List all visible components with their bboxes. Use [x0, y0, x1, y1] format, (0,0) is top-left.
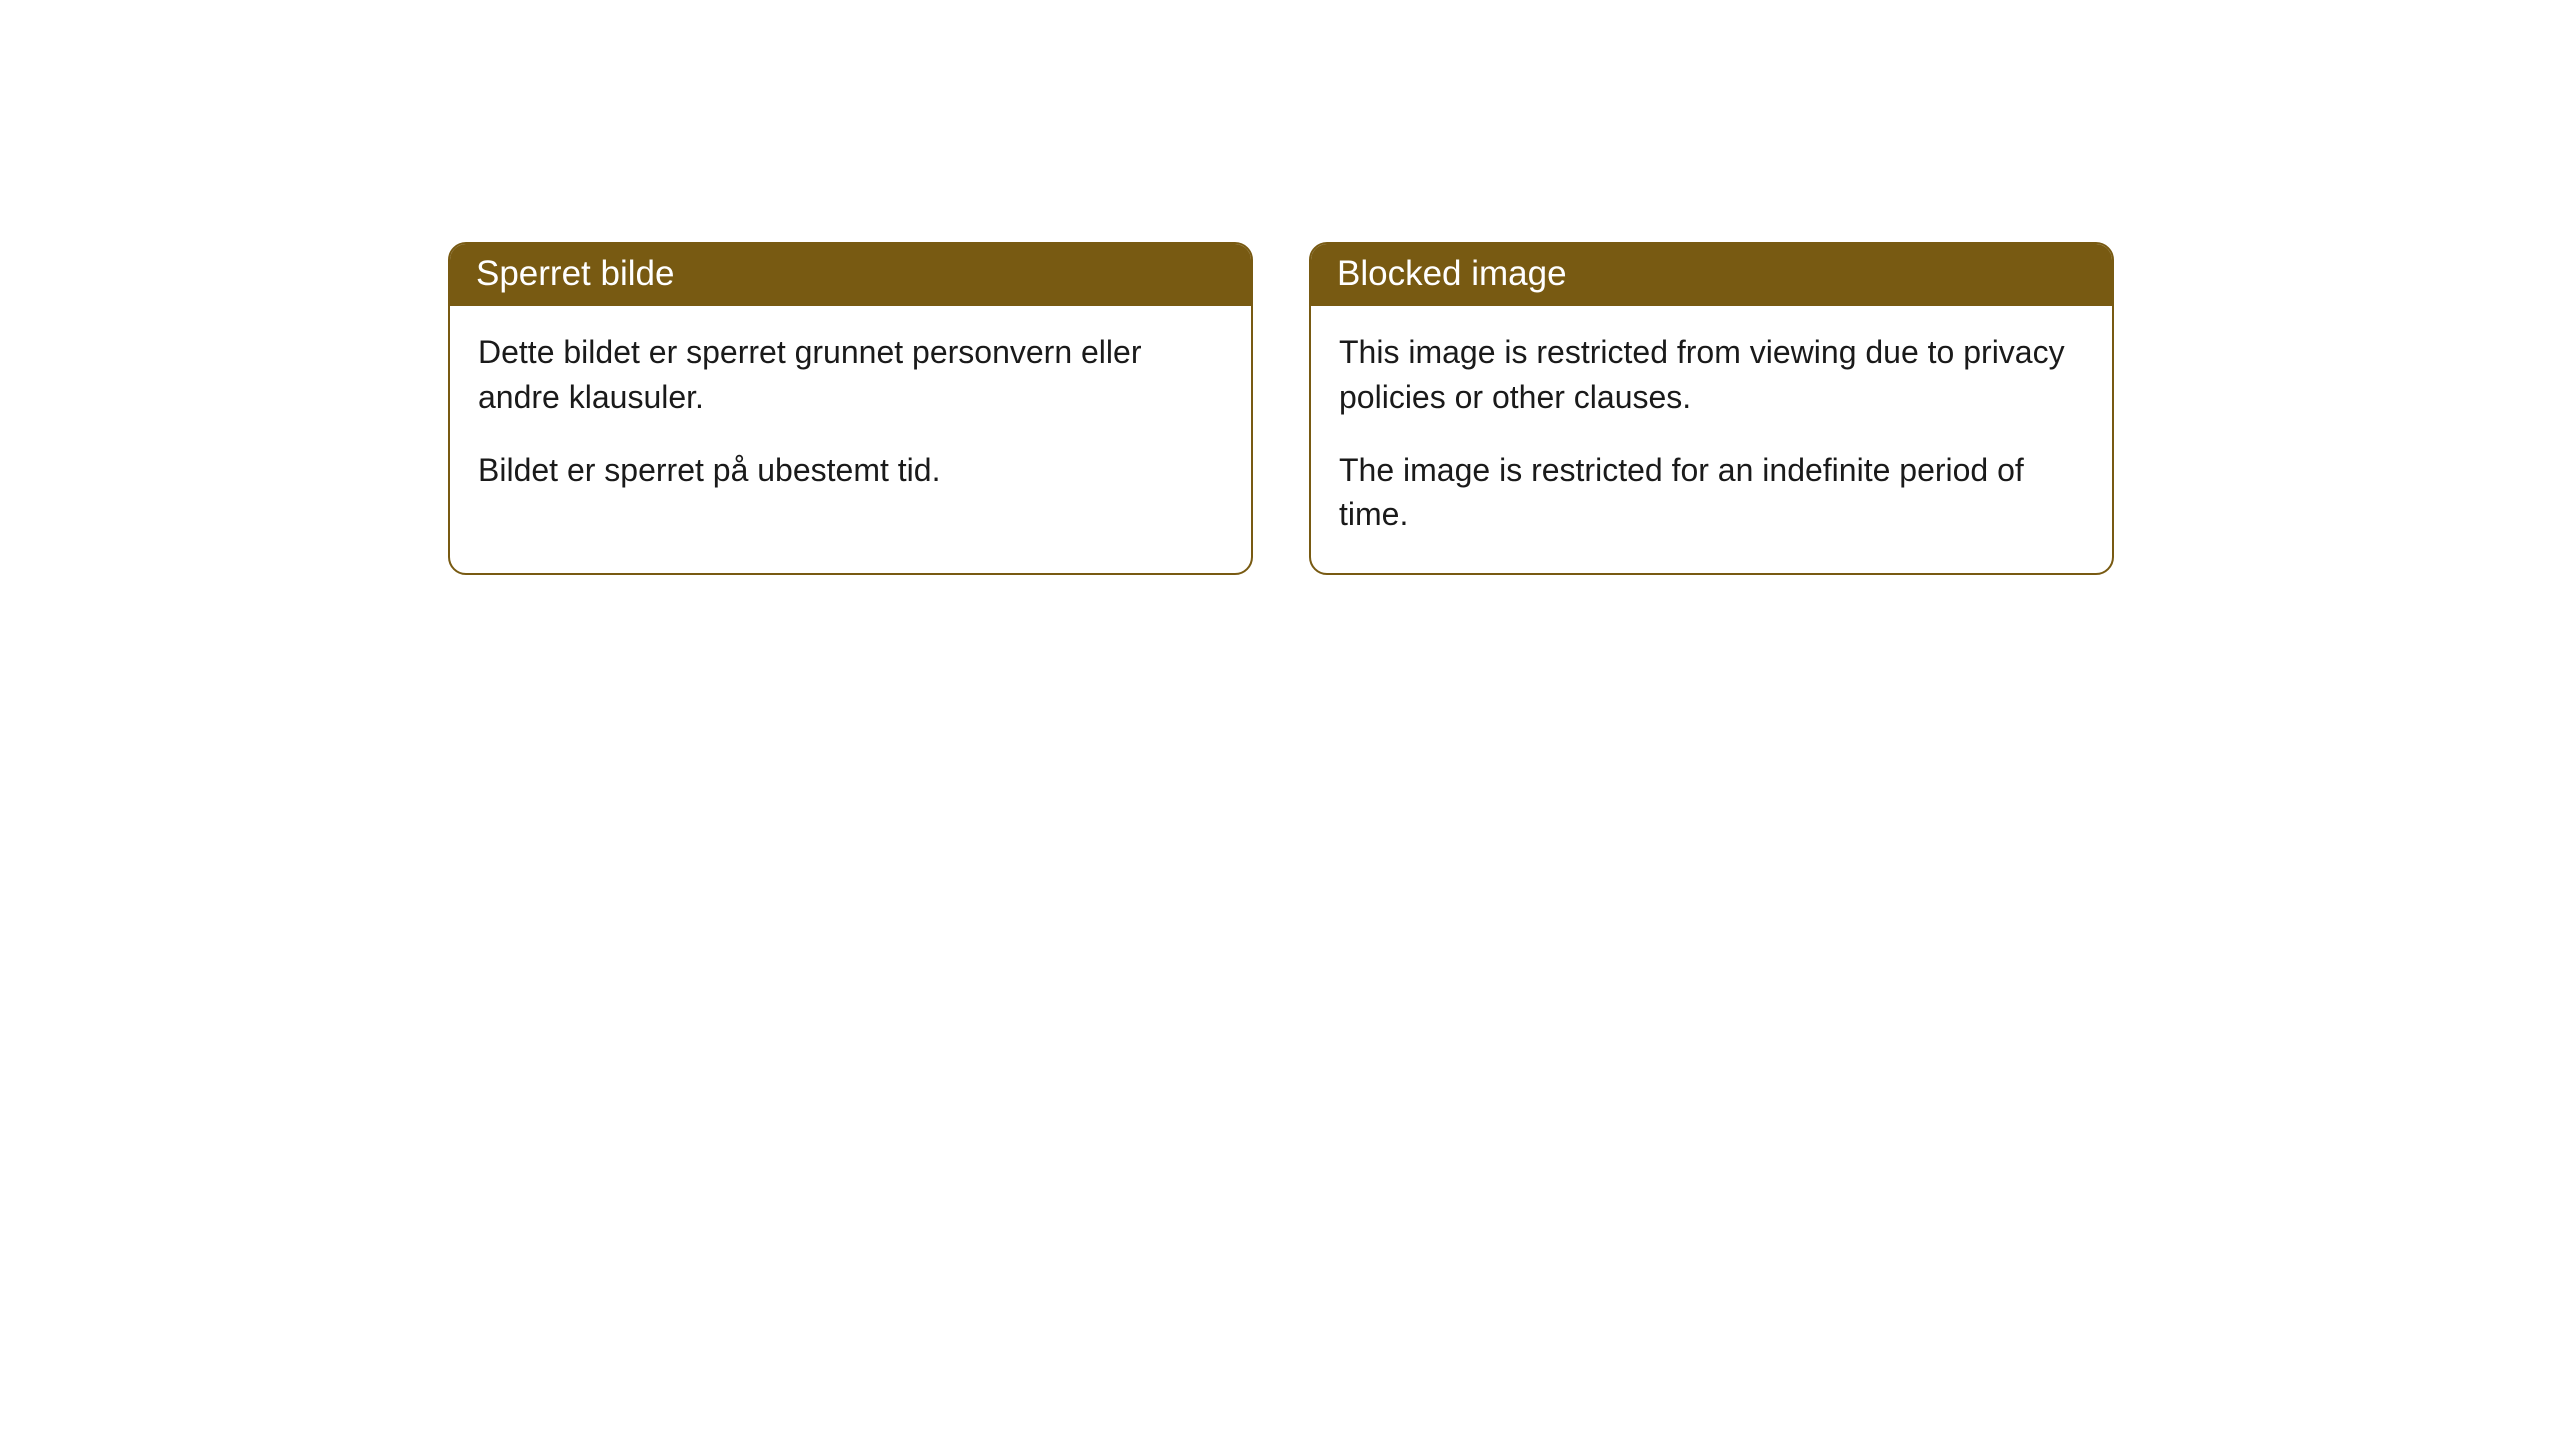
notice-header-english: Blocked image [1311, 244, 2112, 306]
notice-body-norwegian: Dette bildet er sperret grunnet personve… [450, 306, 1251, 528]
notice-paragraph: This image is restricted from viewing du… [1339, 330, 2084, 420]
notice-header-norwegian: Sperret bilde [450, 244, 1251, 306]
notice-body-english: This image is restricted from viewing du… [1311, 306, 2112, 573]
notice-paragraph: Bildet er sperret på ubestemt tid. [478, 448, 1223, 493]
notice-paragraph: Dette bildet er sperret grunnet personve… [478, 330, 1223, 420]
notice-card-norwegian: Sperret bilde Dette bildet er sperret gr… [448, 242, 1253, 575]
notice-card-english: Blocked image This image is restricted f… [1309, 242, 2114, 575]
notice-cards-container: Sperret bilde Dette bildet er sperret gr… [448, 242, 2114, 575]
notice-paragraph: The image is restricted for an indefinit… [1339, 448, 2084, 538]
